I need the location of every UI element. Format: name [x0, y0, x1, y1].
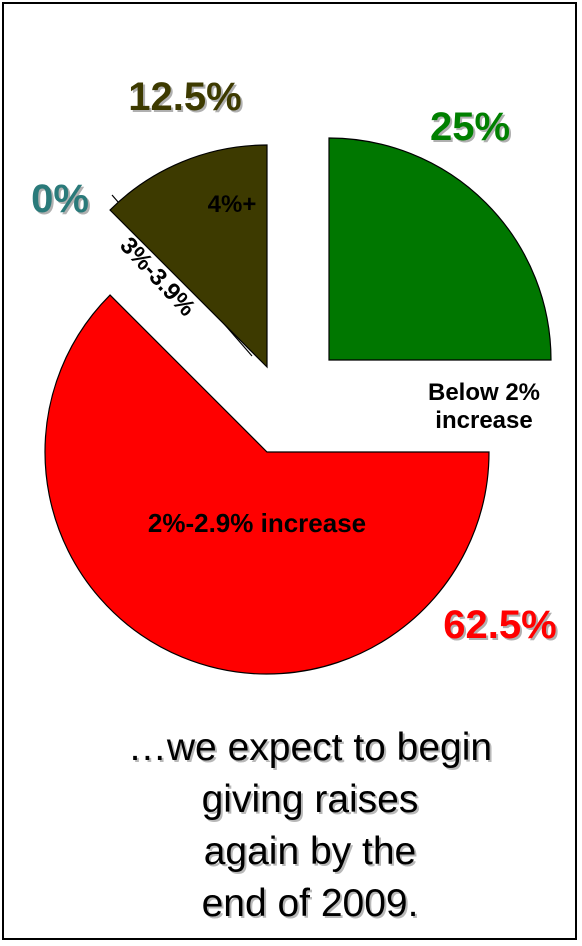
caption-line-1: …we expect to begin: [127, 726, 493, 769]
caption-line-3: again by the: [203, 830, 417, 873]
value-label-2-2-9: 62.5%: [443, 603, 556, 647]
slice-label-below-2: Below 2% increase: [428, 379, 540, 434]
value-label-shadow-4-plus: 12.5%: [130, 77, 243, 121]
value-label-shadow-below-2: 25%: [432, 107, 512, 151]
slice-label-4-plus: 4%+: [208, 191, 257, 218]
pie-slice-4-plus: [109, 144, 268, 369]
pie-slice-2-2-9: [44, 294, 490, 675]
caption-line-2: giving raises: [201, 778, 419, 821]
value-label-below-2: 25%: [430, 105, 510, 149]
value-label-4-plus: 12.5%: [128, 75, 241, 119]
value-label-shadow-2-2-9: 62.5%: [445, 605, 558, 649]
slice-label-2-2-9: 2%-2.9% increase: [148, 508, 366, 538]
value-label-3-3-9: 0%: [31, 177, 89, 221]
caption-line-4: end of 2009.: [201, 882, 419, 925]
pie-slice-below-2: [328, 137, 552, 361]
caption: …we expect to begin giving raises again …: [40, 722, 580, 930]
value-label-shadow-3-3-9: 0%: [33, 179, 91, 223]
